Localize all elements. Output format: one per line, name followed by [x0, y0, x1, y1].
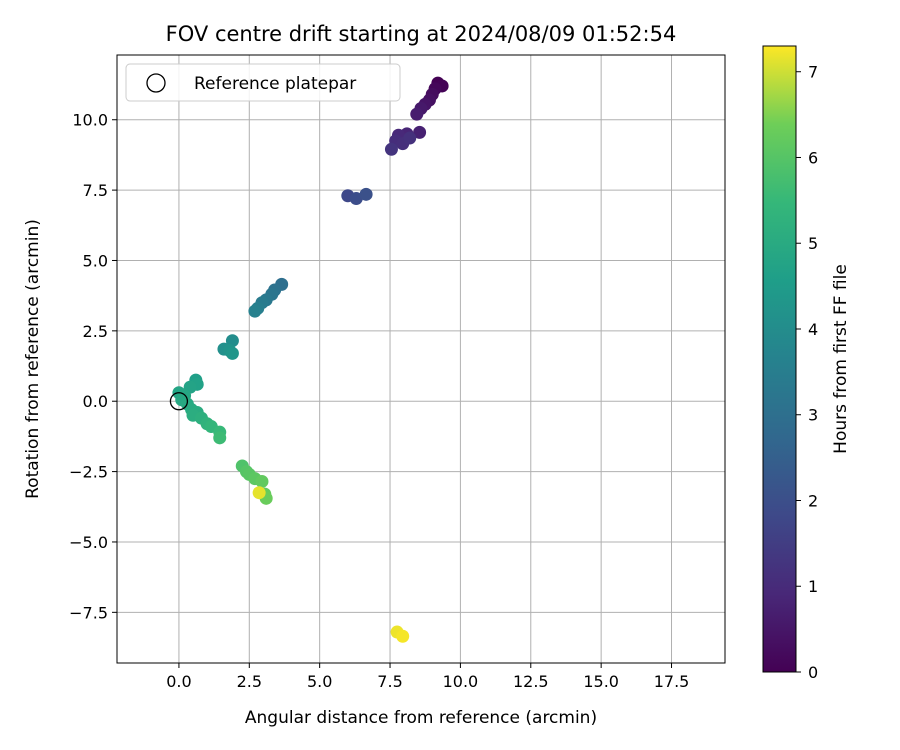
scatter-point: [413, 125, 427, 139]
grid-lines: [117, 55, 725, 663]
plot-area: [117, 55, 725, 663]
colorbar-tick-label: 3: [808, 406, 818, 425]
colorbar-tick-label: 6: [808, 148, 818, 167]
scatter-point: [349, 192, 363, 206]
scatter-point: [225, 346, 239, 360]
y-tick-label: 0.0: [83, 392, 108, 411]
colorbar-tick-label: 0: [808, 663, 818, 682]
y-tick-label: 5.0: [83, 251, 108, 270]
data-points: [172, 76, 449, 643]
x-tick-label: 2.5: [237, 672, 262, 691]
scatter-point: [255, 474, 269, 488]
reference-platepar-marker: [169, 392, 189, 411]
reference-marker-group: [169, 392, 189, 411]
colorbar-tick-label: 5: [808, 234, 818, 253]
scatter-point: [359, 187, 373, 201]
colorbar-gradient: [762, 45, 797, 673]
x-tick-label: 15.0: [583, 672, 619, 691]
y-tick-label: 7.5: [83, 181, 108, 200]
x-tick-label: 5.0: [307, 672, 332, 691]
scatter-point: [225, 334, 239, 348]
scatter-point: [410, 107, 424, 121]
x-tick-label: 7.5: [377, 672, 402, 691]
x-tick-label: 17.5: [654, 672, 690, 691]
legend: Reference platepar: [125, 63, 401, 102]
scatter-point: [396, 629, 410, 643]
legend-label-reference: Reference platepar: [194, 74, 356, 94]
colorbar-tick-label: 4: [808, 320, 818, 339]
x-tick-label: 12.5: [513, 672, 549, 691]
scatter-point: [213, 431, 227, 445]
y-tick-label: 2.5: [83, 322, 108, 341]
colorbar-ticks: 0 1 2 3 4 5 6 7: [796, 63, 818, 682]
y-axis-title: Rotation from reference (arcmin): [23, 219, 43, 499]
colorbar-tick-label: 7: [808, 63, 818, 82]
legend-marker-reference: [146, 73, 166, 93]
scatter-point: [403, 131, 417, 145]
chart-title: FOV centre drift starting at 2024/08/09 …: [166, 22, 677, 46]
y-tick-label: 10.0: [72, 111, 108, 130]
colorbar: 0 1 2 3 4 5 6 7 Hours from first FF file: [762, 45, 851, 682]
scatter-point: [248, 304, 262, 318]
scatter-point: [252, 486, 266, 500]
x-axis-ticks: 0.0 2.5 5.0 7.5 10.0 12.5 15.0 17.5: [166, 663, 689, 691]
y-tick-label: −5.0: [69, 533, 108, 552]
plot-frame: [116, 54, 726, 664]
legend-box: [125, 63, 401, 102]
y-tick-label: −2.5: [69, 463, 108, 482]
x-axis-title: Angular distance from reference (arcmin): [245, 708, 597, 728]
y-axis-ticks: −7.5 −5.0 −2.5 0.0 2.5 5.0 7.5 10.0: [69, 111, 117, 622]
colorbar-tick-label: 2: [808, 491, 818, 510]
colorbar-tick-label: 1: [808, 577, 818, 596]
colorbar-title: Hours from first FF file: [831, 264, 851, 454]
x-tick-label: 0.0: [166, 672, 191, 691]
scatter-point: [384, 142, 398, 156]
x-tick-label: 10.0: [443, 672, 479, 691]
y-tick-label: −7.5: [69, 603, 108, 622]
